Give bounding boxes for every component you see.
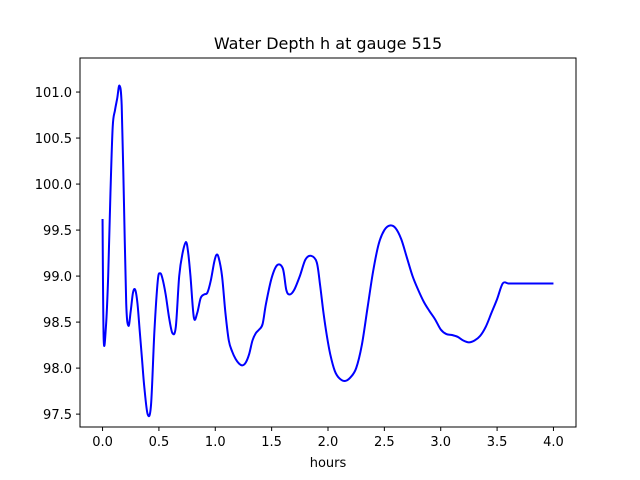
y-tick-label: 98.0 [43, 362, 72, 377]
chart-title: Water Depth h at gauge 515 [214, 34, 442, 53]
x-tick-label: 0.0 [92, 435, 113, 450]
y-axis: 97.5 98.0 98.5 99.0 99.5 100.0 100.5 101.0 [35, 86, 80, 423]
x-tick-label: 4.0 [543, 435, 564, 450]
y-tick-label: 98.5 [43, 316, 72, 331]
y-tick-label: 100.0 [35, 178, 72, 193]
x-tick-label: 2.0 [318, 435, 339, 450]
y-tick-label: 99.0 [43, 270, 72, 285]
x-tick-label: 3.0 [430, 435, 451, 450]
x-tick-label: 1.5 [261, 435, 282, 450]
series-layer [101, 84, 554, 418]
x-tick-label: 1.0 [205, 435, 226, 450]
y-tick-label: 100.5 [35, 132, 72, 147]
y-tick-label: 97.5 [43, 408, 72, 423]
x-tick-label: 2.5 [374, 435, 395, 450]
plot-frame [79, 57, 577, 428]
y-tick-label: 99.5 [43, 224, 72, 239]
series-line [101, 84, 554, 418]
x-tick-label: 3.5 [487, 435, 508, 450]
x-tick-label: 0.5 [149, 435, 170, 450]
y-tick-label: 101.0 [35, 86, 72, 101]
plot-area [80, 58, 576, 427]
x-axis-label: hours [310, 456, 347, 471]
x-axis: 0.0 0.5 1.0 1.5 2.0 2.5 3.0 3.5 4.0 [92, 427, 564, 450]
